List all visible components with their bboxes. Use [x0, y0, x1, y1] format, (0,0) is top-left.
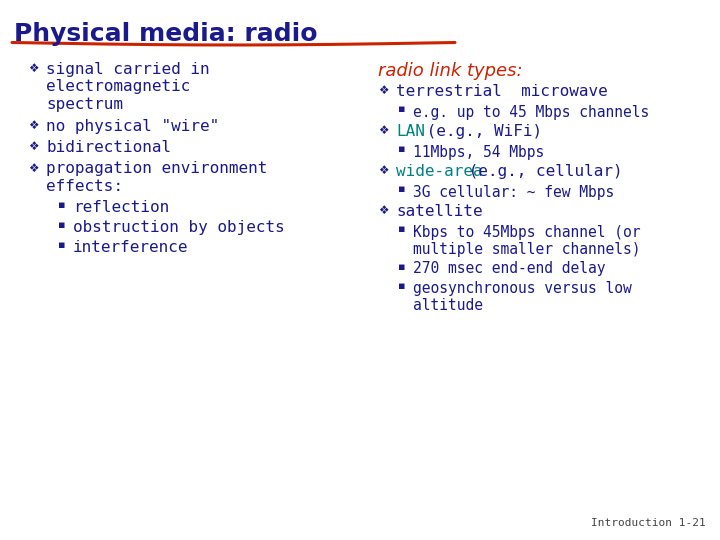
Text: 3G cellular: ~ few Mbps: 3G cellular: ~ few Mbps [413, 185, 614, 199]
Text: ❖: ❖ [378, 84, 389, 97]
Text: Physical media: radio: Physical media: radio [14, 22, 318, 46]
Text: ▪: ▪ [398, 225, 405, 234]
Text: ❖: ❖ [28, 62, 38, 75]
Text: geosynchronous versus low: geosynchronous versus low [413, 281, 631, 296]
Text: obstruction by objects: obstruction by objects [73, 220, 284, 235]
Text: ❖: ❖ [378, 124, 389, 137]
Text: (e.g., WiFi): (e.g., WiFi) [417, 124, 542, 139]
Text: ❖: ❖ [378, 164, 389, 177]
Text: 11Mbps, 54 Mbps: 11Mbps, 54 Mbps [413, 145, 544, 159]
Text: interference: interference [73, 240, 189, 254]
Text: electromagnetic: electromagnetic [46, 79, 190, 94]
Text: no physical "wire": no physical "wire" [46, 118, 220, 133]
Text: effects:: effects: [46, 179, 123, 194]
Text: LAN: LAN [396, 124, 425, 139]
Text: e.g. up to 45 Mbps channels: e.g. up to 45 Mbps channels [413, 105, 649, 119]
Text: multiple smaller channels): multiple smaller channels) [413, 242, 641, 257]
Text: radio link types:: radio link types: [378, 62, 523, 80]
Text: satellite: satellite [396, 204, 482, 219]
Text: ❖: ❖ [28, 118, 38, 132]
Text: (e.g., cellular): (e.g., cellular) [459, 164, 622, 179]
Text: propagation environment: propagation environment [46, 161, 267, 177]
Text: terrestrial  microwave: terrestrial microwave [396, 84, 608, 99]
Text: signal carried in: signal carried in [46, 62, 210, 77]
Text: Introduction 1-21: Introduction 1-21 [591, 518, 706, 528]
Text: reflection: reflection [73, 200, 169, 215]
Text: spectrum: spectrum [46, 97, 123, 112]
Text: ▪: ▪ [58, 240, 66, 249]
Text: ▪: ▪ [398, 281, 405, 291]
Text: Kbps to 45Mbps channel (or: Kbps to 45Mbps channel (or [413, 225, 641, 240]
Text: ▪: ▪ [58, 200, 66, 211]
Text: ▪: ▪ [398, 105, 405, 114]
Text: ❖: ❖ [28, 161, 38, 174]
Text: ▪: ▪ [58, 220, 66, 230]
Text: wide-area: wide-area [396, 164, 482, 179]
Text: altitude: altitude [413, 299, 483, 314]
Text: ▪: ▪ [398, 185, 405, 194]
Text: ▪: ▪ [398, 261, 405, 272]
Text: ❖: ❖ [28, 140, 38, 153]
Text: ❖: ❖ [378, 204, 389, 217]
Text: ▪: ▪ [398, 145, 405, 154]
Text: 270 msec end-end delay: 270 msec end-end delay [413, 261, 606, 276]
Text: bidirectional: bidirectional [46, 140, 171, 155]
